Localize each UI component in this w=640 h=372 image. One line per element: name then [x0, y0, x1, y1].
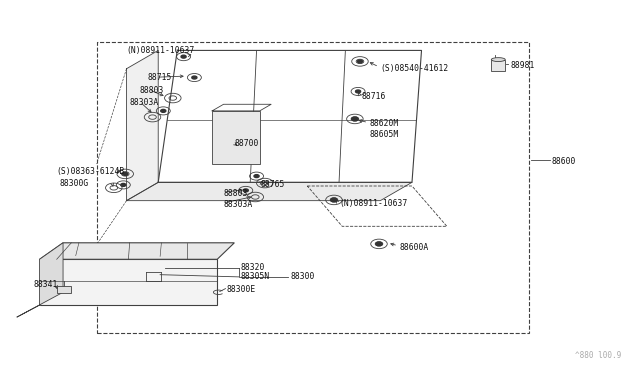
Polygon shape: [40, 243, 234, 259]
Text: 88300G: 88300G: [60, 179, 89, 187]
Text: 88765: 88765: [261, 180, 285, 189]
Text: 88981: 88981: [510, 61, 534, 70]
Bar: [57, 286, 70, 293]
Text: 88620M: 88620M: [369, 119, 399, 128]
Circle shape: [123, 173, 128, 175]
Text: 88716: 88716: [361, 93, 386, 102]
Polygon shape: [17, 243, 63, 317]
Polygon shape: [127, 51, 158, 201]
Circle shape: [192, 76, 197, 79]
Text: (N)08911-10637: (N)08911-10637: [339, 199, 407, 208]
Text: ^880 l00.9: ^880 l00.9: [575, 351, 621, 360]
Bar: [212, 111, 260, 164]
Circle shape: [357, 60, 362, 63]
Circle shape: [121, 183, 126, 186]
Circle shape: [254, 174, 259, 177]
Bar: [97, 42, 529, 333]
Circle shape: [331, 198, 337, 202]
Circle shape: [161, 109, 166, 112]
Circle shape: [356, 90, 360, 93]
Circle shape: [352, 117, 358, 121]
Circle shape: [243, 189, 248, 192]
Text: 88605M: 88605M: [369, 130, 399, 139]
Text: 88300: 88300: [290, 272, 314, 281]
Text: 88341: 88341: [33, 280, 58, 289]
Text: 88303A: 88303A: [130, 98, 159, 107]
Text: 88320: 88320: [241, 263, 265, 272]
Bar: [492, 60, 505, 71]
Text: 88803: 88803: [223, 189, 248, 198]
Text: 88715: 88715: [147, 73, 172, 83]
Circle shape: [376, 242, 382, 246]
Text: 88803: 88803: [139, 86, 164, 95]
Polygon shape: [127, 182, 412, 201]
Ellipse shape: [492, 58, 505, 61]
Text: 88700: 88700: [234, 140, 259, 148]
Text: 88305N: 88305N: [241, 272, 270, 281]
Text: 88300E: 88300E: [227, 285, 256, 294]
Text: (S)08363-6124B: (S)08363-6124B: [57, 167, 125, 176]
Text: 88600A: 88600A: [399, 243, 429, 252]
Text: 88600: 88600: [552, 157, 576, 166]
Polygon shape: [40, 259, 217, 305]
Text: (S)08540-41612: (S)08540-41612: [380, 64, 449, 73]
Text: (N)08911-10637: (N)08911-10637: [127, 46, 195, 55]
Text: 88303A: 88303A: [223, 200, 253, 209]
Circle shape: [181, 55, 186, 58]
